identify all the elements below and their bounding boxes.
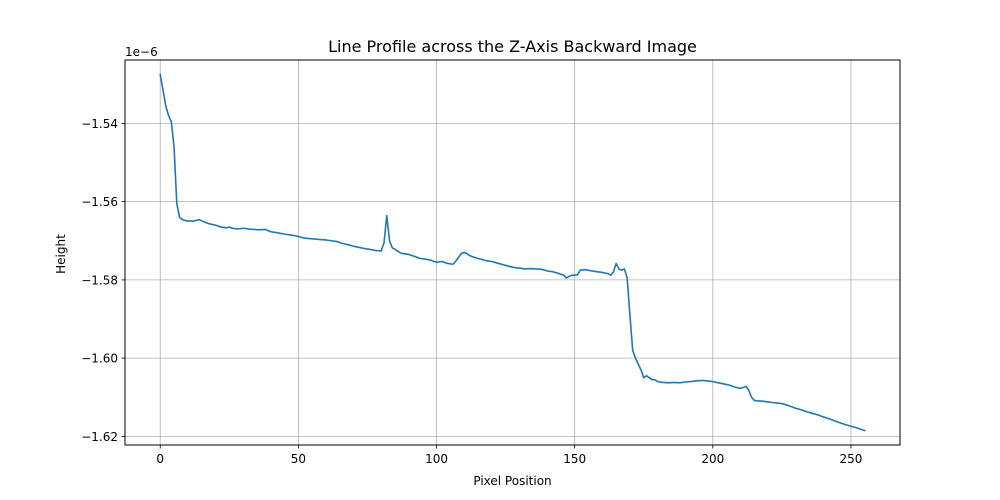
x-tick-label: 0 bbox=[156, 452, 164, 466]
grid-lines bbox=[125, 60, 900, 445]
x-axis: 0 50 100 150 200 250 bbox=[156, 445, 862, 466]
y-tick-label: −1.58 bbox=[81, 273, 118, 287]
x-tick-label: 100 bbox=[425, 452, 448, 466]
y-offset-label: 1e−6 bbox=[125, 45, 158, 59]
x-tick-label: 150 bbox=[563, 452, 586, 466]
y-tick-label: −1.62 bbox=[81, 430, 118, 444]
y-tick-label: −1.54 bbox=[81, 117, 118, 131]
y-axis-label: Height bbox=[54, 234, 68, 274]
x-tick-label: 200 bbox=[701, 452, 724, 466]
x-axis-label: Pixel Position bbox=[473, 474, 551, 488]
series-layer bbox=[159, 73, 866, 432]
x-tick-label: 50 bbox=[291, 452, 306, 466]
y-tick-label: −1.60 bbox=[81, 352, 118, 366]
y-tick-label: −1.56 bbox=[81, 195, 118, 209]
series-line bbox=[159, 73, 866, 432]
x-tick-label: 250 bbox=[840, 452, 863, 466]
plot-frame bbox=[124, 59, 901, 446]
y-axis: −1.54 −1.56 −1.58 −1.60 −1.62 bbox=[81, 117, 125, 444]
chart-title: Line Profile across the Z-Axis Backward … bbox=[328, 37, 697, 56]
